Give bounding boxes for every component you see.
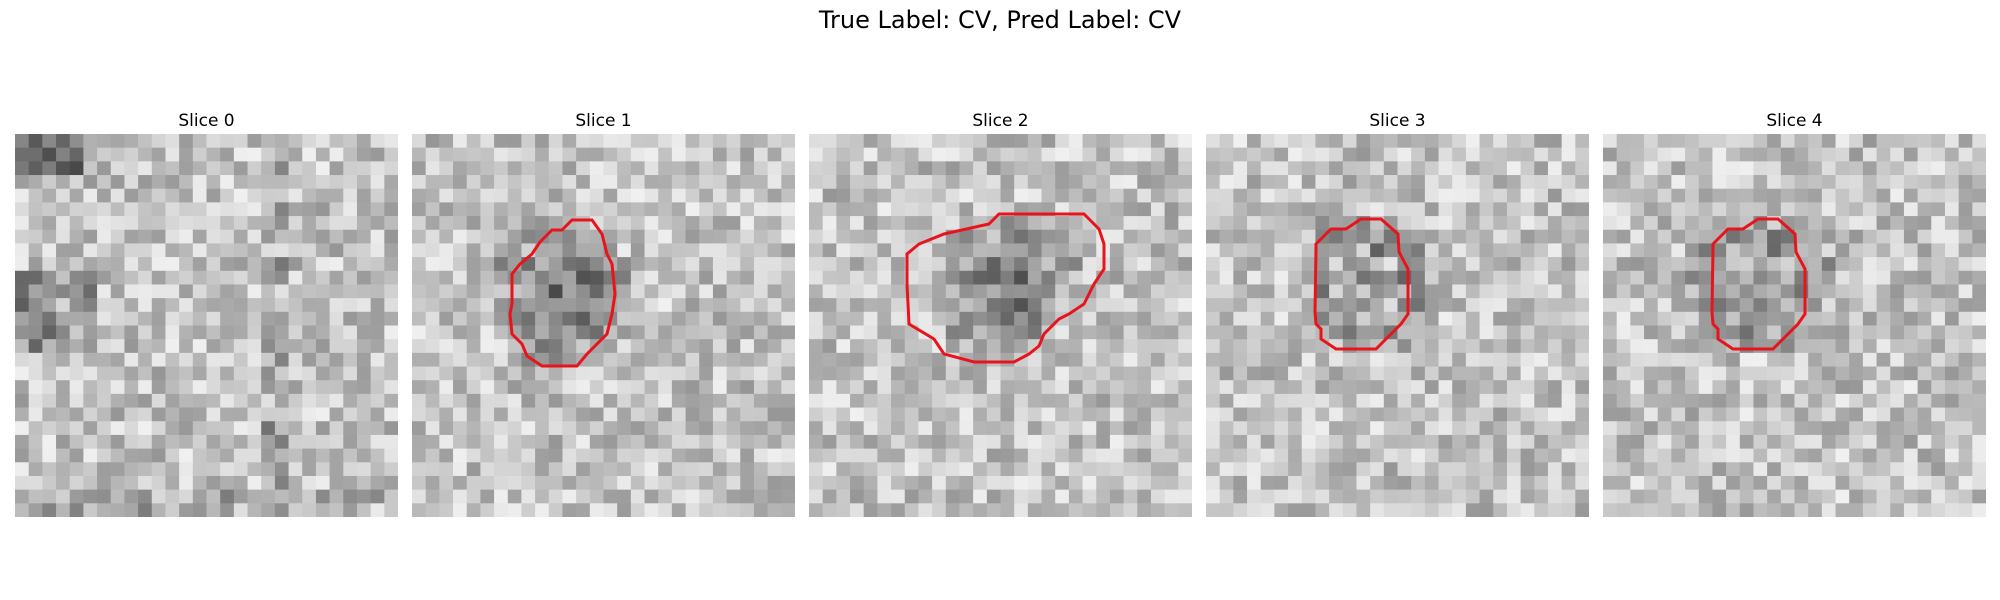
slice-image: [1603, 134, 1986, 517]
slice-title: Slice 4: [1766, 111, 1823, 131]
segmentation-contour: [508, 218, 617, 368]
slice-title: Slice 3: [1369, 111, 1426, 131]
slice-panel-1: Slice 1: [412, 108, 795, 517]
slice-panel-0: Slice 0: [15, 108, 398, 517]
segmentation-contour: [905, 212, 1106, 364]
slice-title: Slice 2: [972, 111, 1029, 131]
segmentation-contour: [1313, 217, 1410, 351]
segmentation-contour: [1710, 217, 1807, 351]
slice-panel-2: Slice 2: [809, 108, 1192, 517]
slice-panel-4: Slice 4: [1603, 108, 1986, 517]
slice-image: [809, 134, 1192, 517]
slice-title: Slice 0: [178, 111, 235, 131]
slice-panel-3: Slice 3: [1206, 108, 1589, 517]
slice-image: [15, 134, 398, 517]
slice-image: [1206, 134, 1589, 517]
slice-image: [412, 134, 795, 517]
slice-title: Slice 1: [575, 111, 632, 131]
figure-title: True Label: CV, Pred Label: CV: [818, 6, 1182, 34]
